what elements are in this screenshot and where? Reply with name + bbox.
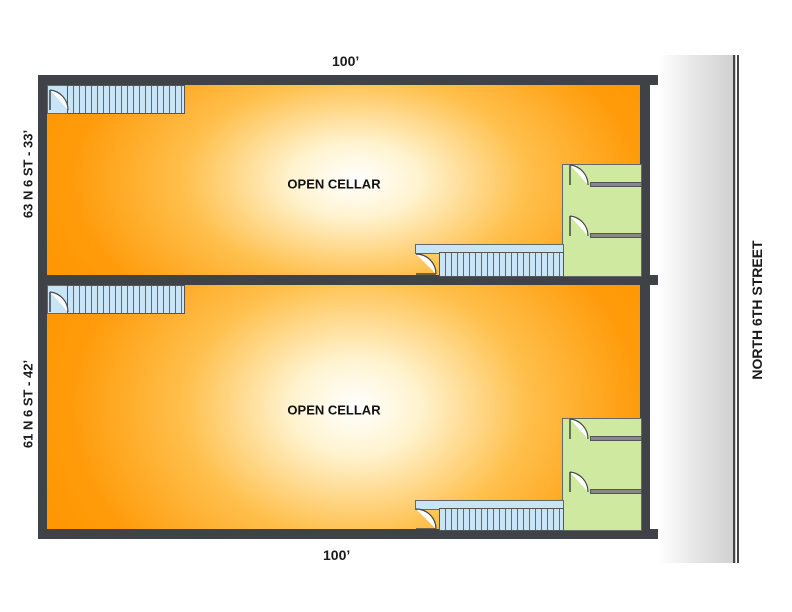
unit-61-utility-door-icon [569,471,589,493]
unit-61-partition [590,436,642,441]
unit-61-top-stairs [67,285,185,314]
unit-61-top-door-icon [49,291,69,313]
outer-wall-left [38,75,47,539]
outer-wall-bottom [38,529,658,539]
unit-61-cellar [47,285,640,529]
unit-63-bottom-door-icon [415,253,437,275]
unit-61-bottom-door-icon [415,508,437,530]
street-curb-line [737,55,739,563]
dividing-wall [38,275,658,285]
street-area [658,55,736,563]
unit-63-address-label: 63 N 6 ST - 33’ [20,129,36,219]
unit-63-top-stairs [67,85,185,114]
street-curb-line [733,55,735,563]
bottom-dimension-label: 100’ [323,547,351,563]
unit-61-room-label: OPEN CELLAR [287,402,381,418]
outer-wall-top [38,75,658,85]
unit-63-bottom-stairs [439,252,564,277]
unit-61-bottom-stairs [439,508,564,531]
outer-wall-right [640,75,650,539]
unit-63-cellar [47,85,640,275]
top-dimension-label: 100’ [332,53,360,69]
unit-63-utility-door-icon [569,164,589,186]
street-label: NORTH 6TH STREET [749,240,765,380]
unit-61-address-label: 61 N 6 ST - 42’ [20,359,36,449]
unit-63-room-label: OPEN CELLAR [287,176,381,192]
unit-61-utility-door-icon [569,418,589,440]
unit-61-partition [590,489,642,494]
unit-63-top-door-icon [49,89,69,111]
unit-63-partition [590,233,642,238]
unit-63-partition [590,182,642,187]
unit-63-utility-door-icon [569,215,589,237]
